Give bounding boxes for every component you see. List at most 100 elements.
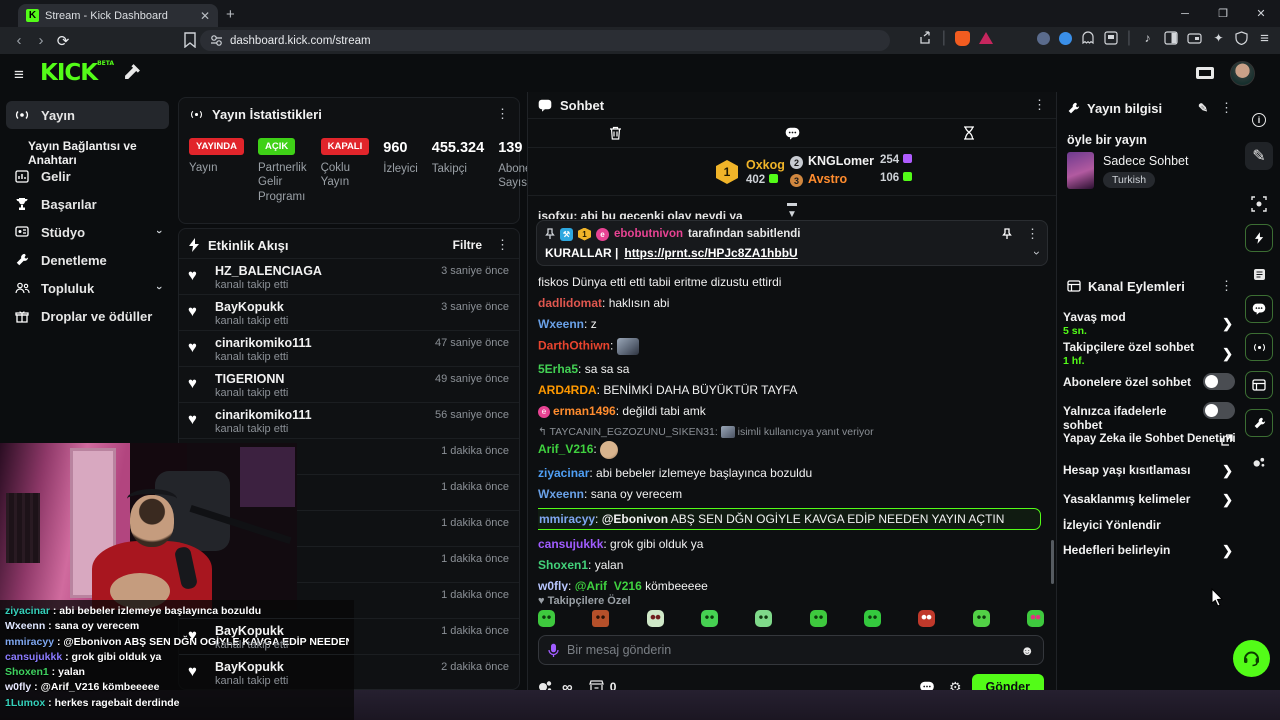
sidebar-item-studyo[interactable]: Stüdyo › <box>6 218 169 246</box>
pinned-message[interactable]: ⚒ 1 e ebobutnivon tarafından sabitlendi … <box>536 220 1048 266</box>
stream-info-menu-icon[interactable]: ⋮ <box>1220 100 1233 115</box>
feed-row[interactable]: ♥ cinarikomiko111 kanalı takip etti 47 sani… <box>179 330 519 366</box>
emote-green-happy[interactable] <box>809 610 827 627</box>
support-chat-button[interactable] <box>1233 640 1270 677</box>
channel-actions-menu-icon[interactable]: ⋮ <box>1220 278 1233 293</box>
back-icon[interactable]: ‹ <box>16 32 22 49</box>
pinned-link[interactable]: https://prnt.sc/HPJc8ZA1hbbU <box>624 246 798 260</box>
infinity-icon[interactable]: ∞ <box>562 678 573 696</box>
scroll-down-indicator[interactable]: ▬ ▼ <box>787 198 797 220</box>
feed-row[interactable]: 1 dakika önce <box>179 546 519 582</box>
pinned-menu-icon[interactable]: ⋮ <box>1026 226 1039 241</box>
face-scan-icon[interactable] <box>1245 190 1273 218</box>
minimize-button[interactable]: ─ <box>1181 7 1189 20</box>
language-tag[interactable]: Turkish <box>1103 172 1156 188</box>
emote-green-heart-eyes[interactable] <box>1026 610 1044 627</box>
profile-avatar[interactable] <box>1230 61 1255 86</box>
sidebar-item-yayin-baglantisi[interactable]: Yayın Bağlantısı ve Anahtarı <box>28 139 137 167</box>
tools-widget-icon[interactable] <box>1245 409 1273 437</box>
music-lab-icon[interactable]: ♪ <box>1144 31 1151 45</box>
sidebar-item-basarilar[interactable]: Başarılar <box>6 190 169 218</box>
hourglass-icon[interactable] <box>963 126 975 140</box>
feed-row[interactable]: 1 dakika önce <box>179 438 519 474</box>
bookmark-icon[interactable] <box>184 32 196 48</box>
edit-stream-info-icon[interactable]: ✎ <box>1197 101 1208 115</box>
chat-mode-icon[interactable] <box>785 127 800 140</box>
activity-menu-icon[interactable]: ⋮ <box>496 237 509 252</box>
action-ai-moderation[interactable]: Yapay Zeka ile Sohbet Denetimi <box>1063 433 1236 446</box>
pinned-expand-icon[interactable]: › <box>1030 251 1044 255</box>
emotes-only-toggle[interactable] <box>1203 402 1235 419</box>
hammer-icon[interactable] <box>124 63 141 80</box>
new-tab-button[interactable]: + <box>226 6 235 23</box>
unpin-icon[interactable] <box>1002 228 1012 240</box>
broadcast-widget-icon[interactable] <box>1245 333 1273 361</box>
forward-icon[interactable]: › <box>38 32 44 49</box>
microphone-icon[interactable] <box>548 643 559 658</box>
feed-row[interactable]: 1 dakika önce <box>179 510 519 546</box>
adblock-shield-icon[interactable] <box>954 30 970 46</box>
wallet-icon[interactable] <box>1187 32 1202 45</box>
leo-ai-icon[interactable]: ✦ <box>1213 31 1224 45</box>
feed-row[interactable]: ♥ BayKopukk kanalı takip etti 3 saniye önce <box>179 294 519 330</box>
address-bar[interactable]: dashboard.kick.com/stream <box>200 30 890 51</box>
feed-row[interactable]: ♥ cinarikomiko111 kanalı takip etti 56 sani… <box>179 402 519 438</box>
sidebar-item-topluluk[interactable]: Topluluk › <box>6 274 169 302</box>
browser-tab[interactable]: K Stream - Kick Dashboard ✕ <box>18 4 218 27</box>
panels-widget-icon[interactable] <box>1245 371 1273 399</box>
clear-chat-icon[interactable] <box>609 126 622 140</box>
restore-button[interactable]: ❐ <box>1218 8 1228 20</box>
pinned-by-user[interactable]: ebobutnivon <box>614 228 683 240</box>
action-slow-mode[interactable]: Yavaş mod 5 sn. ❯ <box>1063 310 1233 337</box>
sidebar-hamburger-icon[interactable]: ≡ <box>14 65 24 84</box>
emote-green-wink[interactable] <box>972 610 990 627</box>
action-set-goals[interactable]: Hedefleri belirleyin ❯ <box>1063 543 1233 558</box>
action-raid-viewers[interactable]: İzleyici Yönlendir <box>1063 518 1161 532</box>
emoji-picker-icon[interactable]: ☻ <box>1020 642 1034 658</box>
extension-globe-icon[interactable] <box>1036 31 1050 45</box>
quick-emote-bar[interactable] <box>538 610 1044 627</box>
menu-icon[interactable]: ≡ <box>1260 29 1269 47</box>
feed-row[interactable]: ♥ HZ_BALENCIAGA kanalı takip etti 3 saniye … <box>179 258 519 294</box>
stream-cam-icon[interactable] <box>1196 67 1214 79</box>
shield-privacy-icon[interactable] <box>1235 31 1248 45</box>
webcam-preview[interactable] <box>0 443 297 610</box>
extension-box-icon[interactable] <box>1104 31 1118 45</box>
emote-brown-block[interactable] <box>592 610 610 627</box>
community-widget-icon[interactable] <box>1245 448 1273 476</box>
emote-ghost-green[interactable] <box>755 610 773 627</box>
extension-blue-icon[interactable] <box>1058 31 1072 45</box>
feed-row[interactable]: ♥ BayKopukk kanalı takip etti 2 dakika önce <box>179 654 519 689</box>
reload-icon[interactable]: ⟳ <box>56 32 70 50</box>
emote-green-smile[interactable] <box>538 610 555 627</box>
site-settings-icon[interactable] <box>210 34 223 47</box>
stats-menu-icon[interactable]: ⋮ <box>496 106 509 121</box>
feed-row[interactable]: 1 dakika önce <box>179 582 519 618</box>
extension-ghost-icon[interactable] <box>1081 31 1095 45</box>
sidebar-item-droplar[interactable]: Droplar ve ödüller <box>6 302 169 330</box>
action-followers-only[interactable]: Takipçilere özel sohbet 1 hf. ❯ <box>1063 340 1233 367</box>
category-thumbnail[interactable] <box>1067 152 1094 189</box>
category-name[interactable]: Sadece Sohbet <box>1103 154 1189 168</box>
close-button[interactable]: ✕ <box>1256 8 1266 20</box>
feed-row[interactable]: ♥ TIGERIONN kanalı takip etti 49 saniye önc… <box>179 366 519 402</box>
sidebar-toggle-icon[interactable] <box>1164 31 1178 45</box>
chat-menu-icon[interactable]: ⋮ <box>1033 97 1046 112</box>
emote-green-happy-2[interactable] <box>863 610 881 627</box>
chat-messages[interactable]: fiskos Dünya etti etti tabii eritme dizu… <box>538 275 1044 591</box>
chat-input-wrap[interactable]: ☻ <box>538 635 1044 665</box>
chat-scrollbar[interactable] <box>1051 540 1054 584</box>
extension-triangle-icon[interactable] <box>978 32 993 44</box>
emote-zombie[interactable] <box>646 610 664 627</box>
tab-close-icon[interactable]: ✕ <box>199 8 210 23</box>
sidebar-item-yayin[interactable]: Yayın <box>6 101 169 129</box>
notes-widget-icon[interactable] <box>1245 260 1273 288</box>
sidebar-item-denetleme[interactable]: Denetleme <box>6 246 169 274</box>
emote-green-grin[interactable] <box>700 610 718 627</box>
feed-row[interactable]: 1 dakika önce <box>179 474 519 510</box>
feed-row[interactable]: ♥ BayKopukk kanalı takip etti 1 dakika önce <box>179 618 519 654</box>
action-account-age[interactable]: Hesap yaşı kısıtlaması ❯ <box>1063 463 1233 478</box>
gift-leaderboard[interactable]: 1 Oxkog 402 2 KNGLomer 254 3 Avstro 106 <box>528 148 1056 196</box>
activity-widget-icon[interactable] <box>1245 224 1273 252</box>
chat-widget-icon[interactable] <box>1245 295 1273 323</box>
